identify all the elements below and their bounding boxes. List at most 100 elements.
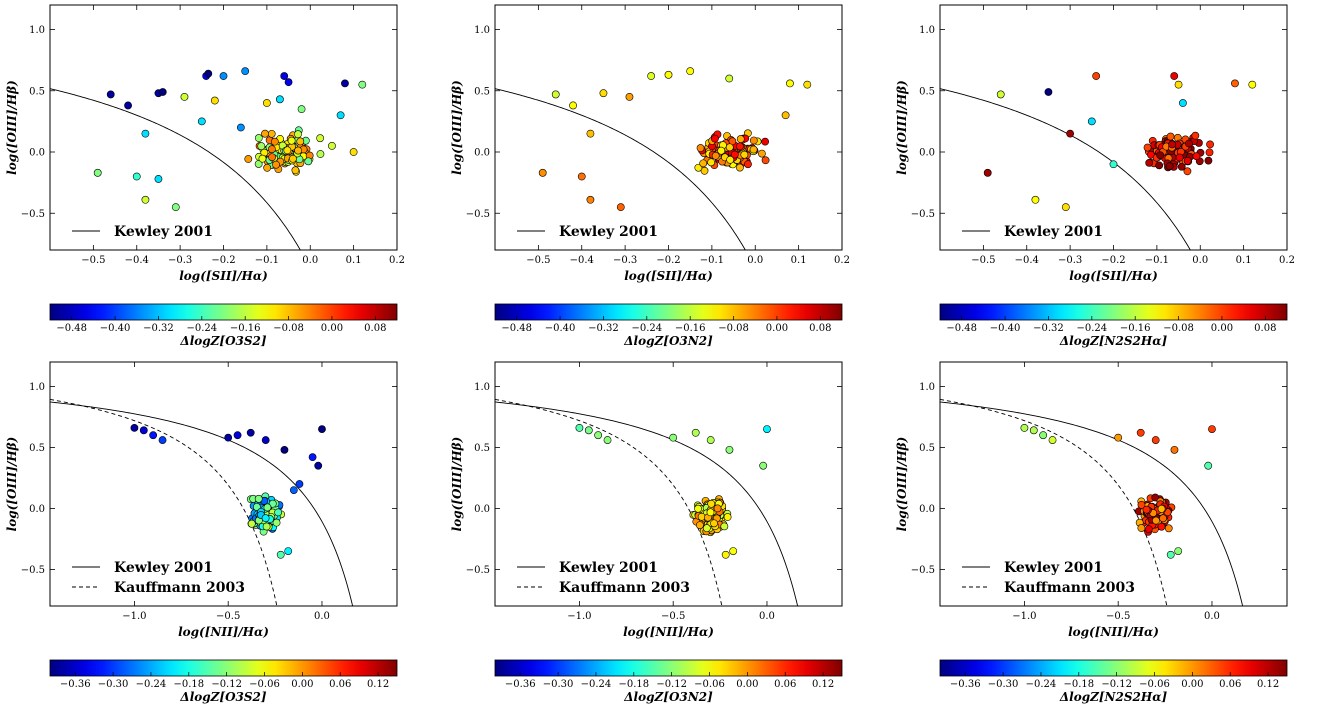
- panel-2-kewley-curve: [495, 88, 746, 250]
- panel-6-point: [1170, 445, 1179, 454]
- panel-2-ytick-label: −0.5: [466, 209, 490, 220]
- panel-5-ytick-label: 0.0: [474, 504, 490, 515]
- panel-2-point: [717, 146, 726, 155]
- panel-2-xtick-label: 0.0: [747, 255, 763, 266]
- panel-6-point: [1039, 431, 1048, 440]
- panel-1-point: [141, 129, 150, 138]
- panel-4-ylabel: log([OIII]/Hβ): [5, 437, 19, 532]
- panel-1-colorbar-tick-label: −0.16: [230, 323, 261, 334]
- panel-6-point: [1144, 525, 1153, 533]
- panel-3-point: [1109, 160, 1118, 169]
- panel-2-xtick-label: 0.1: [791, 255, 807, 266]
- panel-2-point: [700, 166, 709, 175]
- panel-3-ytick-label: 0.0: [919, 148, 935, 159]
- panel-3-point: [1168, 140, 1177, 149]
- panel-5-point: [603, 436, 612, 444]
- panel-3-point: [1183, 156, 1192, 165]
- panel-1-point: [210, 96, 219, 105]
- panel-3-colorbar-tick-label: −0.40: [990, 323, 1021, 334]
- panel-1-point: [270, 137, 279, 146]
- panel-5-point: [713, 504, 722, 513]
- panel-5-ytick-label: 0.5: [474, 443, 490, 454]
- panel-3-point: [1179, 99, 1187, 107]
- panel-1-colorbar-label: ΔlogZ[O3S2]: [179, 334, 267, 348]
- panel-2-point: [551, 90, 560, 99]
- panel-2-colorbar: [494, 303, 843, 321]
- panel-2-colorbar-tick-label: −0.16: [675, 323, 706, 334]
- panel-2-ytick-label: 1.0: [474, 25, 490, 36]
- panel-3-point: [1156, 151, 1165, 160]
- panel-3-point: [1087, 117, 1096, 126]
- panel-3-point: [1155, 161, 1164, 170]
- panel-5-legend-label: Kauffmann 2003: [559, 580, 690, 596]
- panel-1-point: [124, 101, 132, 110]
- panel-2-xtick-label: −0.4: [570, 255, 594, 266]
- panel-4: −1.0 −0.5 0.0 −0.5 0.0 0.5 1.0 log([NII]/Hα) log…: [5, 361, 398, 704]
- panel-4-point: [254, 494, 263, 503]
- panel-2-point: [740, 150, 749, 159]
- panel-5: −1.0 −0.5 0.0 −0.5 0.0 0.5 1.0 log([NII]/Hα) log…: [450, 361, 843, 704]
- panel-3-ylabel: log([OIII]/Hβ): [895, 80, 909, 175]
- panel-1-point: [349, 148, 358, 156]
- panel-1-ytick-label: 1.0: [29, 25, 45, 36]
- panel-1-point: [297, 105, 306, 114]
- panel-5-point: [584, 426, 593, 435]
- panel-5-point: [723, 513, 732, 521]
- panel-6-ylabel: log([OIII]/Hβ): [895, 437, 909, 532]
- panel-2-point: [711, 151, 720, 160]
- panel-2-colorbar-tick-label: −0.48: [501, 323, 532, 334]
- panel-1-point: [106, 90, 115, 99]
- panel-4-point: [262, 522, 271, 531]
- panel-1-colorbar-tick-label: −0.48: [56, 323, 87, 334]
- panel-4-colorbar-tick-label: −0.12: [211, 679, 242, 690]
- panel-6-point: [1029, 426, 1038, 435]
- panel-1-xtick-label: −0.4: [125, 255, 149, 266]
- panel-1-point: [267, 129, 276, 138]
- panel-6-point: [1159, 514, 1167, 523]
- panel-1-plot-area: [50, 67, 367, 250]
- panel-1-point: [294, 130, 302, 139]
- panel-1-point: [280, 72, 289, 80]
- panel-1-xtick-label: −0.1: [255, 255, 279, 266]
- panel-5-colorbar-tick-label: −0.30: [543, 679, 574, 690]
- panel-1-point: [171, 203, 180, 212]
- panel-6-point: [1136, 428, 1145, 437]
- panel-2-colorbar-tick-label: −0.08: [718, 323, 749, 334]
- panel-4-kewley-curve: [50, 401, 354, 606]
- panel-4-point: [280, 445, 289, 454]
- panel-2-point: [749, 145, 758, 154]
- panel-3-point: [1166, 132, 1175, 141]
- panel-1-point: [154, 175, 163, 183]
- panel-1-point: [275, 95, 284, 104]
- panel-1-point: [316, 150, 325, 158]
- panel-3-xtick-label: −0.4: [1015, 255, 1039, 266]
- panel-2-point: [586, 195, 595, 204]
- panel-4-point: [284, 547, 293, 555]
- panel-5-colorbar-tick-label: 0.12: [812, 679, 834, 690]
- panel-5-point: [695, 521, 704, 530]
- panel-1-point: [341, 79, 349, 88]
- panel-5-colorbar-label: ΔlogZ[O3N2]: [623, 690, 713, 704]
- panel-3-point: [1174, 80, 1183, 89]
- panel-2-point: [586, 129, 595, 138]
- panel-1-ytick-label: −0.5: [21, 209, 45, 220]
- panel-4-point: [149, 431, 158, 440]
- panel-1-point: [267, 145, 276, 154]
- panel-4-point: [261, 514, 270, 523]
- panel-1-point: [257, 142, 266, 151]
- panel-2-colorbar-tick-label: −0.24: [631, 323, 662, 334]
- panel-1-ytick-label: 0.5: [29, 86, 45, 97]
- panel-1-point: [258, 154, 267, 163]
- panel-6: −1.0 −0.5 0.0 −0.5 0.0 0.5 1.0 log([NII]/Hα) log…: [895, 361, 1288, 704]
- panel-1-point: [284, 78, 293, 87]
- panel-6-plot-area: [940, 398, 1244, 606]
- panel-2-point: [538, 168, 547, 177]
- panel-6-kauffmann-curve: [940, 398, 1168, 606]
- panel-3: −0.5 −0.4 −0.3 −0.2 −0.1 0.0 0.1 0.2 −0.5 0.0 0.5 1…: [895, 4, 1295, 348]
- panel-6-colorbar-tick-label: −0.24: [1026, 679, 1057, 690]
- panel-3-xtick-label: −0.5: [971, 255, 995, 266]
- panel-4-colorbar: [49, 659, 398, 677]
- panel-3-colorbar-label: ΔlogZ[N2S2Hα]: [1059, 334, 1168, 348]
- panel-2-point: [736, 163, 744, 172]
